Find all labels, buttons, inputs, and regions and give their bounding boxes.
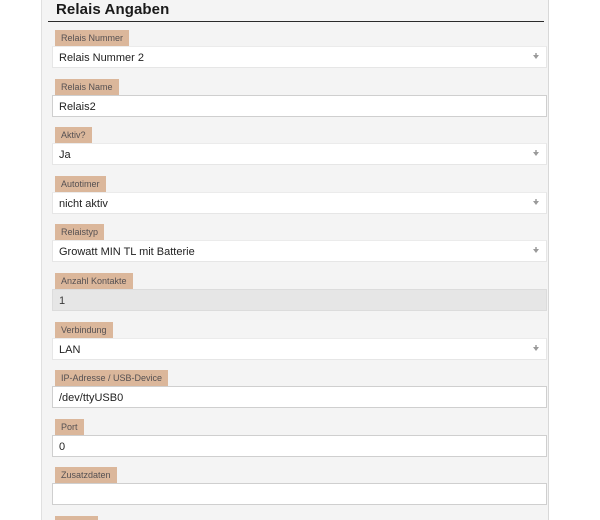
input-anzahl-kontakte: 1 <box>52 289 547 311</box>
field-value <box>59 484 540 485</box>
field-label: Autotimer <box>55 175 106 193</box>
select-aktiv[interactable]: Ja <box>52 143 547 166</box>
select-relaistyp[interactable]: Growatt MIN TL mit Batterie <box>52 240 547 263</box>
chevron-down-icon <box>533 344 539 351</box>
page-title: Relais Angaben <box>56 1 170 18</box>
field-value: Relais2 <box>59 100 96 113</box>
select-relais-nummer[interactable]: Relais Nummer 2 <box>52 46 547 68</box>
title-divider <box>48 21 544 22</box>
chevron-down-icon <box>533 198 539 205</box>
relay-settings-panel: Relais Angaben Relais Nummer Relais Numme… <box>41 0 549 520</box>
chevron-down-icon <box>533 53 539 59</box>
input-ip-adresse-usb-device[interactable]: /dev/ttyUSB0 <box>52 386 547 409</box>
field-label: Kontakt <box>55 516 98 520</box>
field-label: Relais Name <box>55 78 119 96</box>
input-relais-name[interactable]: Relais2 <box>52 94 547 117</box>
field-value: Growatt MIN TL mit Batterie <box>59 246 195 259</box>
field-label: Port <box>55 418 84 436</box>
field-value: 0 <box>59 440 66 453</box>
field-label: Zusatzdaten <box>55 467 117 485</box>
field-value: nicht aktiv <box>59 197 108 210</box>
field-value: Relais Nummer 2 <box>59 52 144 64</box>
select-verbindung[interactable]: LAN <box>52 337 547 360</box>
field-value: LAN <box>59 343 81 356</box>
field-label: Anzahl Kontakte <box>55 273 133 290</box>
field-label: Relaistyp <box>55 224 105 242</box>
field-label: IP-Adresse / USB-Device <box>55 370 169 388</box>
chevron-down-icon <box>533 247 539 254</box>
field-value: Ja <box>59 149 71 162</box>
field-label: Relais Nummer <box>55 30 130 47</box>
field-value: /dev/ttyUSB0 <box>59 392 124 405</box>
select-autotimer[interactable]: nicht aktiv <box>52 191 547 214</box>
input-zusatzdaten[interactable] <box>52 483 547 506</box>
input-port[interactable]: 0 <box>52 434 547 457</box>
field-label: Verbindung <box>55 321 113 339</box>
field-value: 1 <box>59 295 66 307</box>
field-label: Aktiv? <box>55 127 92 145</box>
chevron-down-icon <box>533 150 539 157</box>
